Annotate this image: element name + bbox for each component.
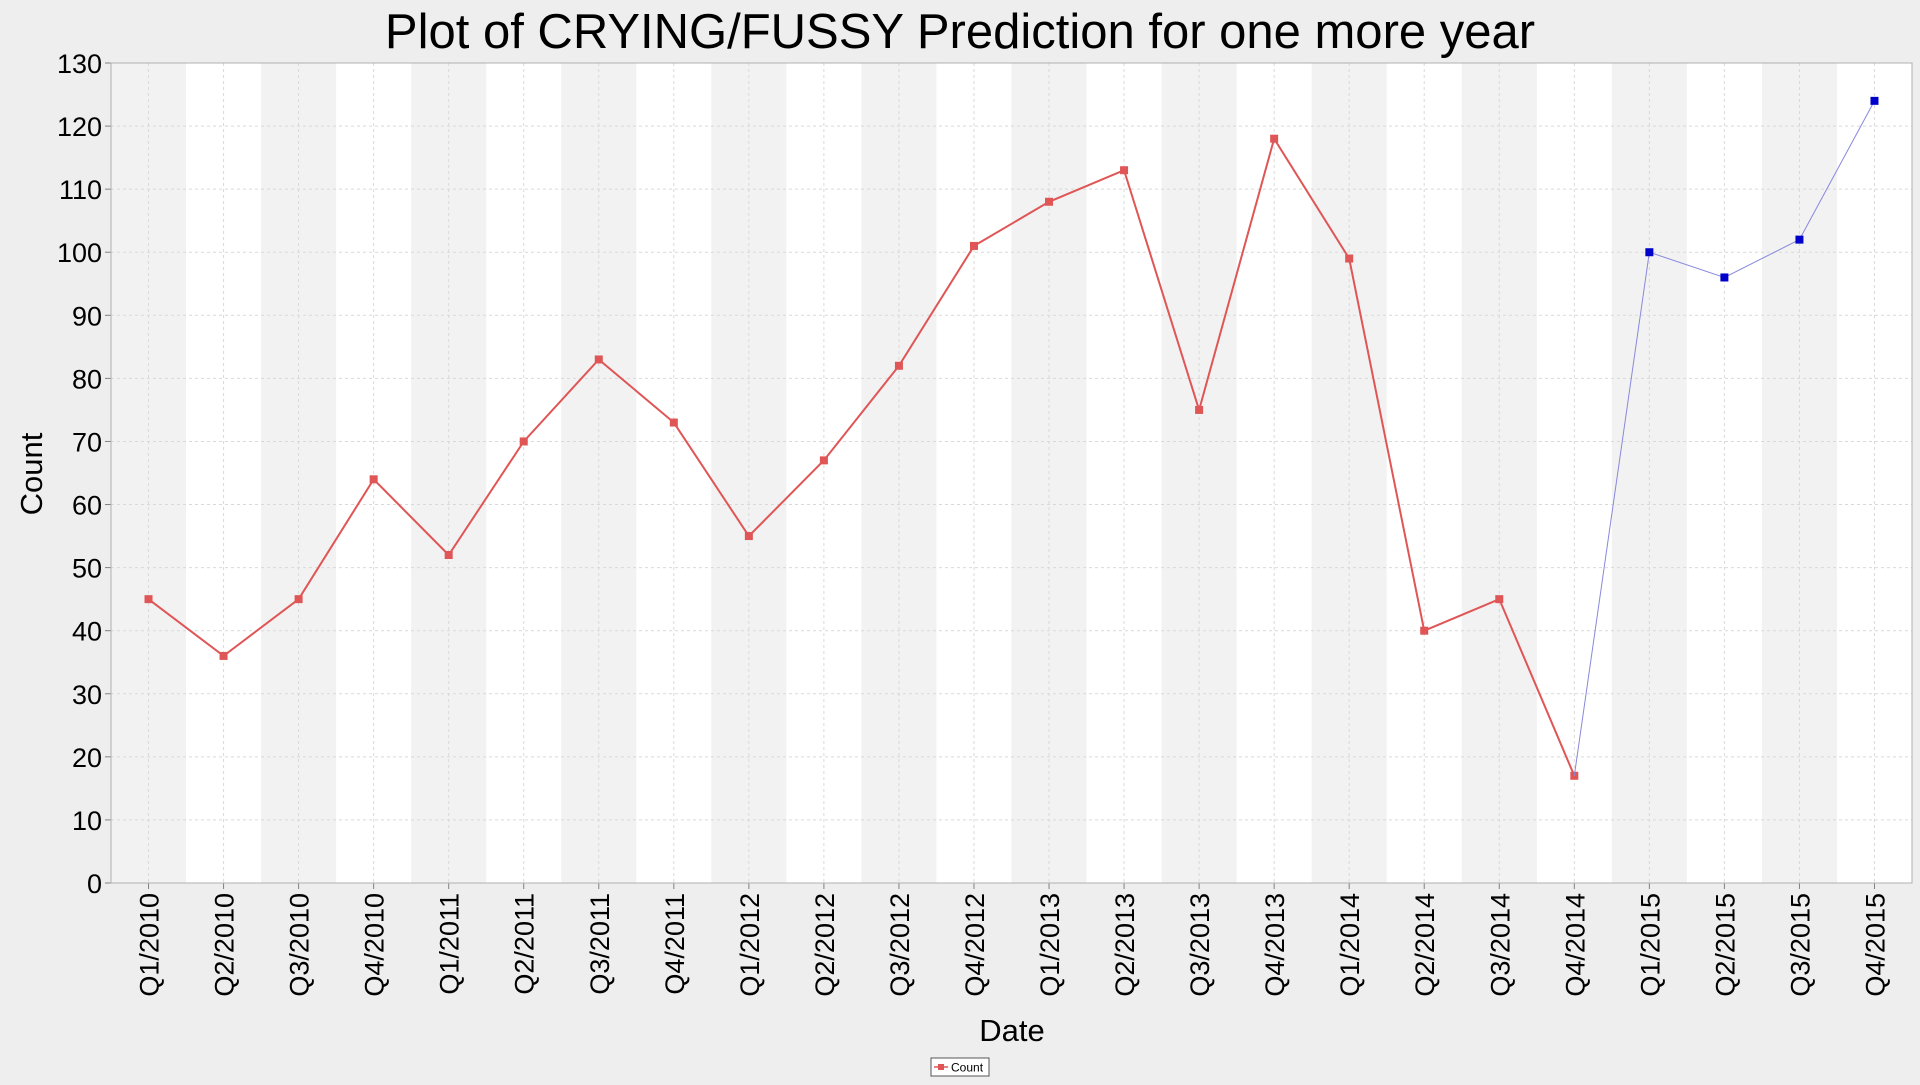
legend-label: Count [951,1061,984,1075]
legend: Count [930,1057,990,1077]
x-tick-label: Q2/2011 [510,893,540,995]
data-point [894,361,903,370]
data-point [369,475,378,484]
y-tick-label: 50 [72,554,102,584]
x-tick-label: Q1/2011 [435,893,465,995]
data-point [1045,197,1054,206]
x-tick-label: Q3/2013 [1185,893,1215,997]
data-point [819,456,828,465]
x-tick-label: Q2/2010 [210,893,240,997]
y-tick-label: 30 [72,680,102,710]
y-axis-label: Count [14,432,49,515]
x-axis-label: Date [979,1013,1044,1048]
data-point [1720,273,1729,282]
y-tick-label: 90 [72,301,102,331]
y-tick-label: 130 [57,49,102,79]
data-point [1270,134,1279,143]
data-point [1795,235,1804,244]
x-tick-label: Q3/2014 [1485,893,1515,997]
plot-area: 0 10 20 30 40 50 60 70 80 90 100 110 120 130 Q1/2010 Q2… [57,49,1913,997]
data-point [1495,595,1504,604]
x-tick-label: Q3/2010 [285,893,315,997]
x-tick-label: Q2/2012 [810,893,840,997]
y-tick-label: 60 [72,491,102,521]
legend-marker [938,1064,944,1070]
x-tick-label: Q2/2013 [1110,893,1140,997]
y-tick-label: 20 [72,743,102,773]
x-tick-label: Q3/2012 [885,893,915,997]
y-tick-label: 10 [72,806,102,836]
series-line-count [147,136,1576,777]
data-point [444,551,453,559]
y-tick-label: 80 [72,364,102,394]
data-point [219,651,228,660]
y-tick-label: 120 [57,112,102,142]
data-point [1120,166,1129,175]
x-tick-label: Q4/2010 [360,893,390,997]
data-point [744,532,753,541]
x-tick-label: Q4/2015 [1860,893,1890,997]
y-tick-label: 110 [59,175,102,205]
plot-border [110,62,1913,884]
x-tick-label: Q4/2012 [960,893,990,997]
data-point [669,418,678,427]
y-tick-label: 40 [72,617,102,647]
data-point [1345,254,1354,263]
x-tick-label: Q3/2011 [585,893,615,995]
chart-title: Plot of CRYING/FUSSY Prediction for one … [385,5,1535,59]
x-tick-label: Q2/2015 [1710,893,1740,997]
legend-box [930,1057,990,1077]
x-tick-label: Q4/2014 [1560,893,1590,997]
x-tick-label: Q1/2013 [1035,893,1065,997]
data-point [969,241,978,250]
data-point [1420,626,1429,635]
x-tick-label: Q1/2015 [1635,893,1665,997]
y-tick-label: 100 [57,238,102,268]
x-tick-label: Q4/2013 [1260,893,1290,997]
y-tick-label: 70 [72,427,102,457]
x-tick-label: Q1/2014 [1335,893,1365,997]
x-tick-label: Q1/2012 [735,893,765,997]
data-point [294,595,303,604]
x-tick-label: Q1/2010 [135,893,165,997]
data-point [144,595,153,604]
y-tick-label: 0 [87,869,102,899]
data-point [1195,405,1204,414]
data-point [1645,248,1654,257]
data-point [594,355,603,364]
data-point [1870,96,1879,105]
x-tick-label: Q4/2011 [660,893,690,995]
x-tick-label: Q3/2015 [1785,893,1815,997]
x-tick-label: Q2/2014 [1410,893,1440,997]
data-point [519,437,528,446]
